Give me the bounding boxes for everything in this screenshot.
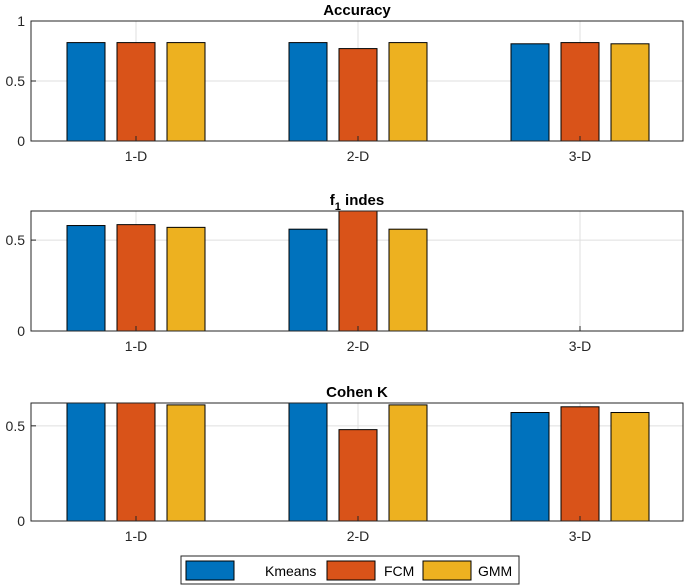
bar-fcm-2-d [338,210,378,332]
panel-2: 0 0.5 1-D 2-D 3-D f1 indes [6,192,684,354]
bar-gmm-1-d [166,42,206,142]
bar-kmeans-1-d [66,402,106,522]
bar-gmm-1-d [166,404,206,522]
panel-title: f1 indes [330,192,384,213]
bar-kmeans-2-d [288,402,328,522]
bar-fcm-2-d [338,429,378,522]
bar-gmm-2-d [388,404,428,522]
y-tick-label: 1 [17,13,25,29]
bar-gmm-2-d [388,42,428,142]
chart-legend: Kmeans FCM GMM [180,555,520,585]
legend-label-fcm: FCM [384,563,414,579]
legend-swatch-kmeans [185,560,235,581]
bar-gmm-1-d [166,226,206,332]
panel-title: Accuracy [323,2,391,19]
y-tick-label: 0 [17,513,25,529]
bar-kmeans-3-d [510,43,550,142]
bar-kmeans-1-d [66,42,106,142]
legend-swatch-fcm [326,560,376,581]
x-tick-label: 3-D [569,528,592,544]
x-tick-label: 1-D [125,338,148,354]
panel-1: 0 0.5 1 1-D 2-D 3-D Accuracy [6,2,684,164]
bar-fcm-3-d [560,42,600,142]
bar-gmm-2-d [388,228,428,332]
y-tick-label: 0 [17,133,25,149]
y-tick-label: 0.5 [6,232,26,248]
bar-kmeans-2-d [288,228,328,332]
legend-swatch-gmm [422,560,472,581]
bar-gmm-3-d [610,412,650,522]
y-tick-label: 0.5 [6,73,26,89]
bar-kmeans-1-d [66,225,106,332]
panel-3: 0 0.5 1-D 2-D 3-D Cohen K [6,384,684,544]
x-tick-label: 2-D [347,338,370,354]
legend-label-gmm: GMM [478,563,512,579]
bar-fcm-3-d [560,406,600,522]
y-tick-label: 0.5 [6,418,26,434]
bar-kmeans-3-d [510,412,550,522]
bar-fcm-2-d [338,48,378,142]
panel-title: Cohen K [326,384,388,401]
x-tick-label: 3-D [569,148,592,164]
x-tick-label: 1-D [125,528,148,544]
x-tick-label: 1-D [125,148,148,164]
x-tick-label: 2-D [347,148,370,164]
bar-fcm-1-d [116,402,156,522]
axes-frame [30,210,684,332]
bar-gmm-3-d [610,43,650,142]
axes-frame [30,402,684,522]
bar-fcm-1-d [116,42,156,142]
bar-fcm-1-d [116,224,156,332]
chart-panels: 0 0.5 1 1-D 2-D 3-D Accuracy 0 0.5 1-D 2-D 3-D f1 in… [6,2,684,544]
y-tick-label: 0 [17,323,25,339]
x-tick-label: 3-D [569,338,592,354]
bar-kmeans-2-d [288,42,328,142]
legend-label-kmeans: Kmeans [265,563,316,579]
x-tick-label: 2-D [347,528,370,544]
